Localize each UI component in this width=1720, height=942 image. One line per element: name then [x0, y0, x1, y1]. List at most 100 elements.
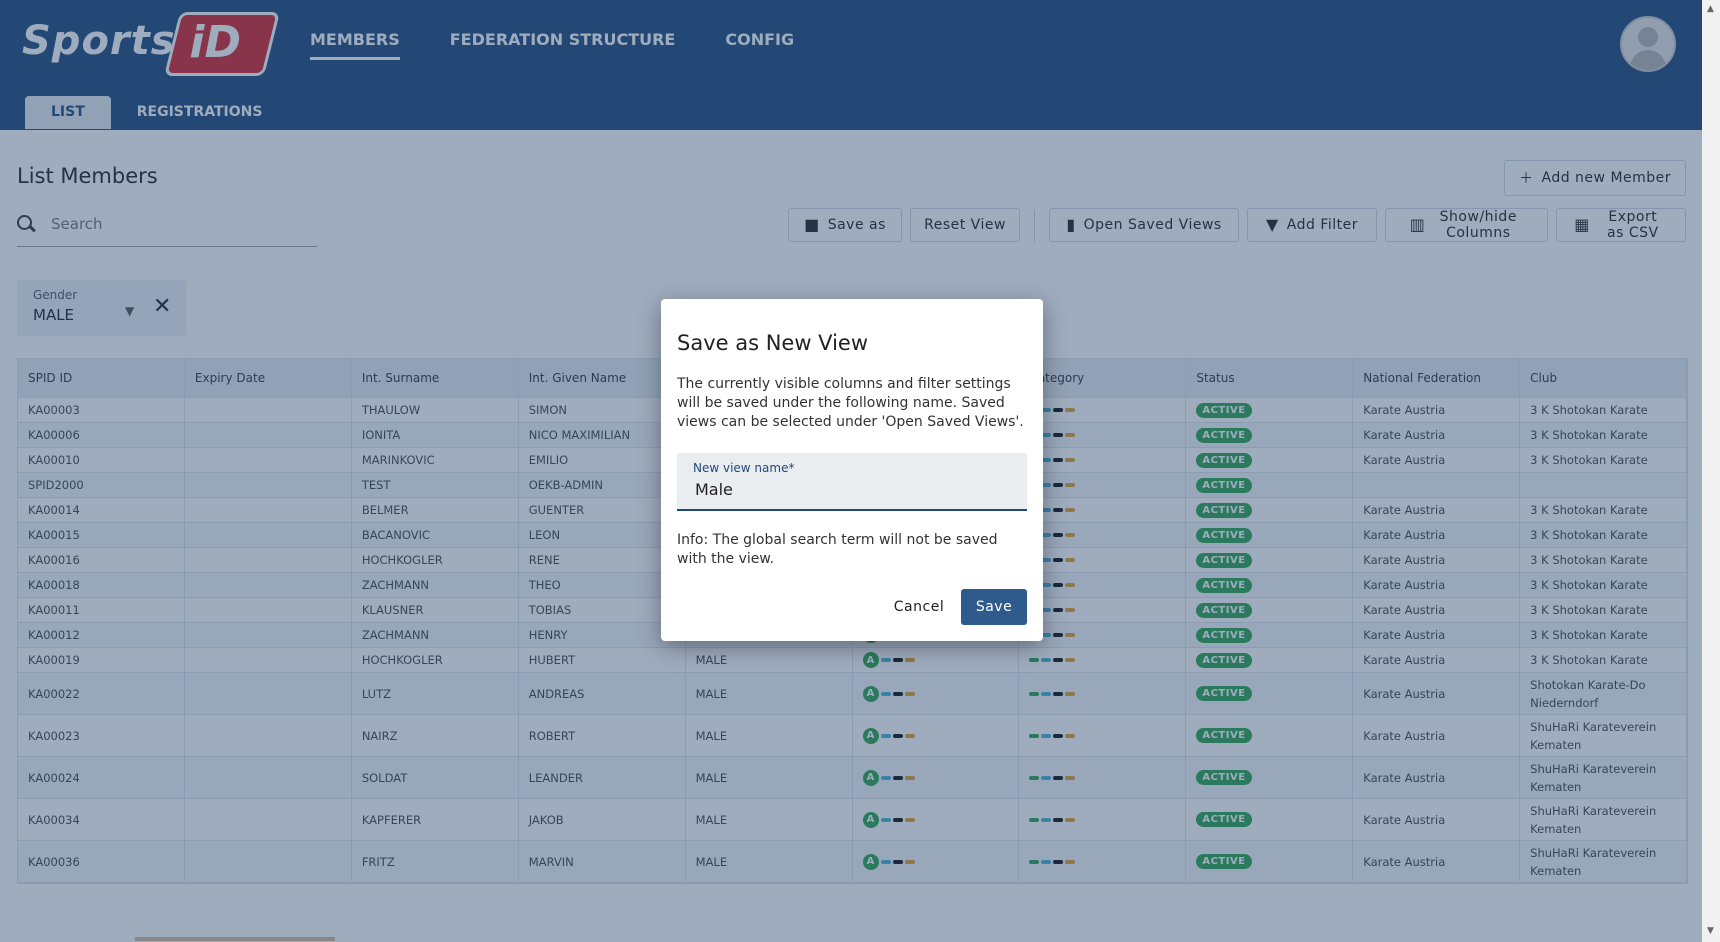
add-member-label: Add new Member	[1541, 170, 1672, 186]
top-header: iD Sports MEMBERS FEDERATION STRUCTURE C…	[0, 0, 1702, 130]
save-button[interactable]: Save	[961, 589, 1027, 625]
column-header[interactable]: Status	[1186, 359, 1354, 397]
cell-surname: ZACHMANN	[352, 623, 519, 647]
add-filter-button[interactable]: ▼ Add Filter	[1247, 208, 1377, 242]
status-badge: ACTIVE	[1196, 402, 1252, 418]
grade-stripes	[880, 733, 915, 738]
cell-surname: ZACHMANN	[352, 573, 519, 597]
cell-status: ACTIVE	[1186, 673, 1354, 714]
export-csv-button[interactable]: ▦ Export as CSV	[1556, 208, 1686, 242]
cell-federation: Karate Austria	[1353, 648, 1521, 672]
sub-tabs: LIST REGISTRATIONS	[25, 96, 288, 129]
cell-spid-id: SPID2000	[18, 473, 185, 497]
cell-status: ACTIVE	[1186, 757, 1354, 798]
cell-expiry-date	[185, 715, 352, 756]
grade-a-icon: A	[862, 811, 879, 828]
status-badge: ACTIVE	[1196, 854, 1252, 869]
table-row[interactable]: KA00022 LUTZ ANDREAS MALE A ACTIVE Karate Aust…	[18, 673, 1688, 715]
table-row[interactable]: KA00006 IONITA NICO MAXIMILIAN ACTIVE Karate…	[18, 423, 1688, 448]
cell-surname: NAIRZ	[352, 715, 519, 756]
cell-club	[1520, 473, 1688, 497]
status-badge: ACTIVE	[1196, 427, 1252, 443]
search-input[interactable]	[49, 214, 293, 234]
show-hide-columns-label: Show/hide Columns	[1439, 209, 1517, 241]
cell-expiry-date	[185, 799, 352, 840]
cell-club: ShuHaRi Karateverein Kematen	[1520, 757, 1688, 798]
table-icon: ▦	[1574, 215, 1590, 234]
status-badge: ACTIVE	[1196, 577, 1252, 593]
category-stripes	[1029, 775, 1076, 780]
column-header[interactable]: SPID ID	[18, 359, 185, 397]
table-row[interactable]: KA00019 HOCHKOGLER HUBERT MALE A ACTIVE Karate…	[18, 648, 1688, 673]
filter-icon: ▼	[1265, 215, 1279, 234]
cell-gender: MALE	[686, 757, 853, 798]
dialog-info: Info: The global search term will not be…	[677, 532, 998, 567]
tab-registrations[interactable]: REGISTRATIONS	[136, 104, 263, 120]
gender-filter[interactable]: Gender MALE ▼ ✕	[17, 280, 186, 336]
grade-a-icon: A	[862, 769, 879, 786]
scroll-up-icon[interactable]: ▲	[1707, 4, 1714, 14]
status-badge: ACTIVE	[1196, 452, 1252, 468]
user-avatar[interactable]	[1620, 16, 1676, 72]
cell-category	[1019, 799, 1187, 840]
table-row[interactable]: KA00034 KAPFERER JAKOB MALE A ACTIVE Karate Au…	[18, 799, 1688, 841]
cell-grade: A	[853, 799, 1020, 840]
search-bar	[17, 202, 317, 247]
cell-federation: Karate Austria	[1353, 799, 1521, 840]
cell-status: ACTIVE	[1186, 623, 1354, 647]
add-filter-label: Add Filter	[1286, 217, 1359, 233]
table-row[interactable]: KA00023 NAIRZ ROBERT MALE A ACTIVE Karate Aust…	[18, 715, 1688, 757]
horizontal-scrollbar[interactable]	[135, 937, 335, 941]
nav-federation-structure[interactable]: FEDERATION STRUCTURE	[449, 30, 676, 49]
column-header[interactable]: National Federation	[1353, 359, 1521, 397]
save-as-button[interactable]: ■ Save as	[788, 208, 902, 242]
cell-surname: HOCHKOGLER	[352, 648, 519, 672]
cell-expiry-date	[185, 573, 352, 597]
chevron-down-icon[interactable]: ▼	[125, 304, 135, 318]
open-saved-views-button[interactable]: ▮ Open Saved Views	[1049, 208, 1239, 242]
cell-club: 3 K Shotokan Karate	[1520, 598, 1688, 622]
close-icon[interactable]: ✕	[153, 294, 172, 319]
category-stripes	[1029, 817, 1076, 822]
cancel-button[interactable]: Cancel	[883, 589, 955, 625]
reset-view-button[interactable]: Reset View	[910, 208, 1020, 242]
cell-status: ACTIVE	[1186, 715, 1354, 756]
grade-indicator: A	[862, 652, 915, 668]
column-header[interactable]: Category	[1019, 359, 1187, 397]
grade-stripes	[880, 691, 915, 696]
toolbar-divider	[1034, 210, 1035, 242]
cell-federation: Karate Austria	[1353, 757, 1521, 798]
table-row[interactable]: KA00024 SOLDAT LEANDER MALE A ACTIVE Karate Au…	[18, 757, 1688, 799]
nav-members[interactable]: MEMBERS	[310, 30, 400, 60]
add-member-button[interactable]: ＋ Add new Member	[1504, 160, 1687, 196]
cell-spid-id: KA00014	[18, 498, 185, 522]
cell-expiry-date	[185, 423, 352, 447]
column-header[interactable]: Expiry Date	[185, 359, 352, 397]
vertical-scrollbar[interactable]: ▲ ▼	[1702, 0, 1720, 942]
grade-indicator: A	[862, 685, 915, 702]
cell-surname: BACANOVIC	[352, 523, 519, 547]
table-row[interactable]: KA00036 FRITZ MARVIN MALE A ACTIVE Karate Aust…	[18, 841, 1688, 883]
view-name-input[interactable]	[693, 479, 1017, 500]
nav-config[interactable]: CONFIG	[725, 30, 795, 49]
grade-stripes	[880, 817, 915, 822]
cell-spid-id: KA00015	[18, 523, 185, 547]
cell-expiry-date	[185, 548, 352, 572]
cell-grade: A	[853, 757, 1020, 798]
column-header[interactable]: Int. Surname	[352, 359, 519, 397]
cell-club: ShuHaRi Karateverein Kematen	[1520, 841, 1688, 882]
show-hide-columns-button[interactable]: ▥ Show/hide Columns	[1385, 208, 1548, 242]
status-badge: ACTIVE	[1196, 770, 1252, 785]
cell-club: 3 K Shotokan Karate	[1520, 623, 1688, 647]
cell-surname: FRITZ	[352, 841, 519, 882]
tab-list[interactable]: LIST	[25, 96, 111, 129]
view-name-field[interactable]: New view name*	[677, 453, 1027, 511]
scroll-down-icon[interactable]: ▼	[1707, 926, 1714, 936]
category-stripes	[1029, 691, 1076, 696]
cell-surname: KAPFERER	[352, 799, 519, 840]
cell-expiry-date	[185, 648, 352, 672]
sportsid-logo[interactable]: iD Sports	[22, 12, 280, 80]
cell-status: ACTIVE	[1186, 473, 1354, 497]
column-header[interactable]: Club	[1520, 359, 1688, 397]
cell-club: 3 K Shotokan Karate	[1520, 573, 1688, 597]
